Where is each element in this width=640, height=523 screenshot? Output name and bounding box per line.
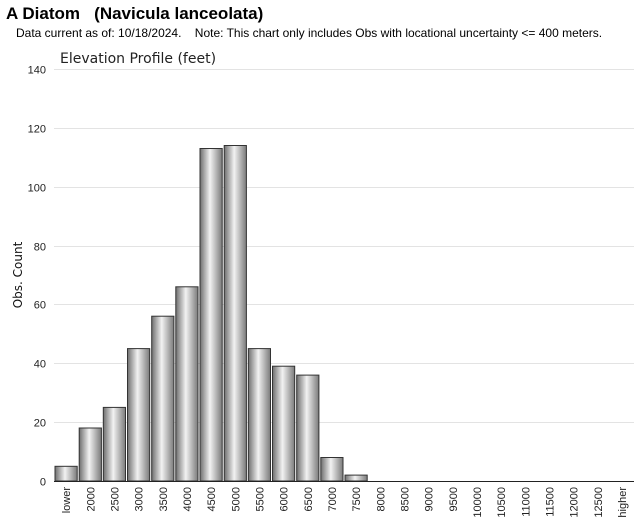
x-tick-label: 12500 bbox=[593, 487, 605, 518]
y-tick-label: 60 bbox=[34, 300, 46, 312]
bar-2500 bbox=[102, 406, 127, 482]
x-tick-label: 5500 bbox=[254, 487, 266, 511]
bar-5500 bbox=[247, 348, 272, 482]
bar-6500 bbox=[296, 374, 320, 482]
x-tick-label: 10000 bbox=[472, 487, 484, 518]
bar-4000 bbox=[175, 286, 199, 482]
gridlines bbox=[54, 69, 634, 423]
x-tick-label: 2000 bbox=[85, 487, 97, 511]
y-tick-label: 140 bbox=[28, 65, 46, 77]
x-tick-label: 2500 bbox=[109, 487, 121, 511]
y-tick-label: 40 bbox=[34, 359, 46, 371]
x-tick-label: 8500 bbox=[399, 487, 411, 511]
x-tick-label: 7000 bbox=[327, 487, 339, 511]
x-tick-label: lower bbox=[61, 487, 73, 514]
bar-5000 bbox=[223, 145, 247, 482]
bar-3000 bbox=[127, 348, 151, 482]
y-tick-label: 20 bbox=[34, 418, 46, 430]
chart-title: Elevation Profile (feet) bbox=[60, 51, 216, 67]
bar-2000 bbox=[78, 427, 102, 482]
x-tick-label: 9500 bbox=[448, 487, 460, 511]
data-note: Data current as of: 10/18/2024. Note: Th… bbox=[16, 26, 603, 40]
bar-6000 bbox=[272, 365, 296, 482]
x-tick-label: 10500 bbox=[496, 487, 508, 518]
y-tick-label: 0 bbox=[40, 477, 46, 489]
bar-7500 bbox=[344, 474, 368, 482]
y-axis-label: Obs. Count bbox=[11, 241, 25, 308]
bar-3500 bbox=[151, 315, 175, 482]
x-tick-label: higher bbox=[617, 487, 629, 518]
y-tick-label: 80 bbox=[34, 242, 46, 254]
x-tick-label: 11000 bbox=[520, 487, 532, 517]
y-tick-label: 120 bbox=[28, 124, 46, 136]
x-tick-label: 3500 bbox=[158, 487, 170, 511]
x-tick-label: 7500 bbox=[351, 487, 363, 511]
y-tick-label: 100 bbox=[28, 183, 46, 195]
x-tick-label: 3000 bbox=[134, 487, 146, 511]
tick-labels: 0 20 40 60 80 100 120 140 lower 2000 2500 3000 3500 4… bbox=[28, 65, 629, 518]
x-tick-label: 6500 bbox=[303, 487, 315, 511]
bar-lower bbox=[54, 465, 78, 482]
x-tick-label: 8000 bbox=[375, 487, 387, 511]
x-tick-label: 4000 bbox=[182, 487, 194, 511]
bar-4500 bbox=[199, 148, 223, 482]
x-tick-label: 5000 bbox=[230, 487, 242, 511]
x-tick-label: 9000 bbox=[424, 487, 436, 511]
bar-7000 bbox=[320, 457, 344, 482]
bars bbox=[54, 145, 368, 482]
x-tick-label: 6000 bbox=[279, 487, 291, 511]
page-title: A Diatom (Navicula lanceolata) bbox=[6, 4, 264, 23]
x-tick-label: 11500 bbox=[544, 487, 556, 517]
x-tick-label: 4500 bbox=[206, 487, 218, 511]
x-tick-label: 12000 bbox=[569, 487, 581, 518]
